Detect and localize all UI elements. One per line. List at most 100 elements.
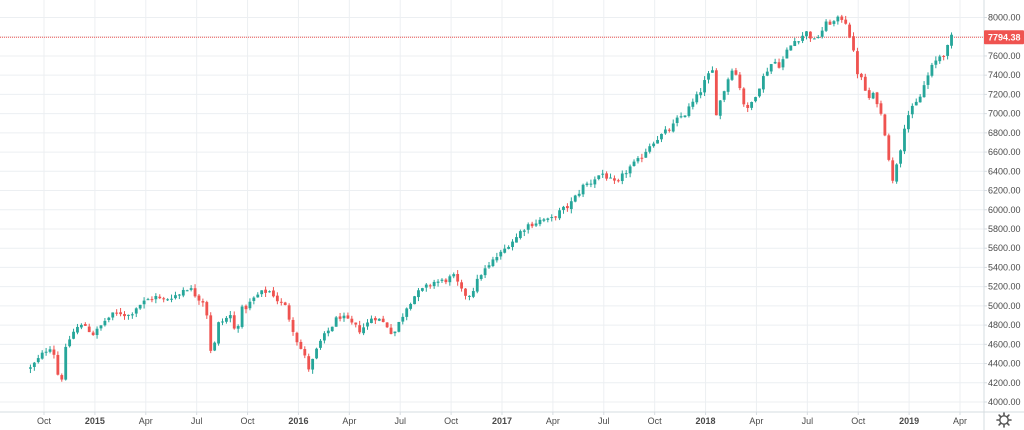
candle-body (503, 248, 507, 253)
candle-body (593, 179, 597, 185)
candle-body (542, 219, 546, 221)
candle-body (946, 44, 950, 56)
candle-body (816, 37, 820, 39)
candle-body (72, 331, 75, 339)
candle-body (569, 201, 573, 210)
candle-body (127, 314, 130, 316)
candle-body (789, 45, 793, 51)
candle-body (68, 339, 72, 347)
candle-body (413, 296, 416, 305)
candle-body (805, 31, 808, 37)
candle-body (773, 61, 777, 64)
grid (0, 0, 984, 412)
candle-body (942, 55, 946, 57)
candle-body (554, 216, 558, 218)
time-axis-label: Jul (191, 416, 203, 426)
candle-body (636, 158, 640, 162)
candle-body (322, 333, 326, 341)
candles (29, 14, 953, 382)
candle-body (479, 275, 483, 280)
candle-body (209, 315, 213, 351)
last-price-tag: 7794.38 (984, 30, 1024, 45)
candle-body (232, 315, 236, 329)
candle-body (252, 297, 256, 301)
candle-body (358, 325, 362, 333)
candle-body (832, 21, 836, 24)
candle-body (420, 288, 424, 291)
candle-body (381, 318, 385, 323)
candle-body (640, 157, 644, 159)
candle-body (758, 88, 761, 97)
candle-body (491, 259, 495, 267)
price-axis-labels: 4000.00 4200.00 4400.00 4600.00 4800.00 5000.… (984, 13, 1021, 407)
price-axis-label: 7600.00 (988, 51, 1021, 61)
candle-body (914, 101, 918, 106)
candle-body (205, 302, 209, 316)
candle-body (742, 88, 746, 105)
candle-body (228, 315, 232, 319)
candle-body (268, 291, 271, 293)
candle-body (99, 325, 103, 329)
price-axis-label: 4600.00 (988, 339, 1021, 349)
candle-body (573, 195, 577, 202)
price-axis-label: 6800.00 (988, 128, 1021, 138)
time-axis-labels: Oct 2015 Apr Jul Oct 2016 Apr Jul Oct 2017 Apr Jul O… (37, 412, 967, 426)
candle-body (326, 330, 330, 334)
candle-body (350, 318, 354, 323)
candle-body (781, 59, 785, 68)
candle-body (534, 223, 538, 226)
candle-body (711, 70, 714, 73)
candle-body (154, 296, 158, 300)
candle-body (111, 312, 115, 318)
candle-body (597, 175, 601, 179)
last-price-value: 7794.38 (988, 32, 1021, 42)
candle-body (440, 279, 444, 281)
candle-body (213, 342, 217, 351)
candle-body (687, 106, 691, 116)
candle-body (562, 206, 565, 211)
candle-body (585, 183, 589, 185)
price-axis-label: 4800.00 (988, 320, 1021, 330)
candle-body (895, 164, 899, 182)
candle-body (319, 340, 322, 348)
candle-body (279, 301, 283, 303)
candle-body (44, 351, 48, 353)
candle-body (589, 183, 593, 185)
candle-body (389, 327, 393, 334)
candle-body (671, 123, 675, 132)
candle-body (366, 322, 369, 327)
candle-body (691, 101, 695, 107)
candle-body (36, 358, 40, 363)
candle-body (930, 64, 934, 76)
candle-body (628, 166, 632, 174)
candle-body (217, 322, 220, 344)
candle-body (64, 346, 68, 380)
candle-body (221, 321, 224, 323)
settings-gear-icon[interactable] (996, 412, 1012, 428)
candle-body (695, 94, 699, 103)
candle-body (793, 41, 797, 47)
candle-body (620, 173, 624, 182)
candle-body (432, 281, 436, 287)
candle-body (295, 332, 299, 343)
candle-body (291, 319, 295, 332)
candle-body (385, 322, 389, 328)
price-axis-label: 6600.00 (988, 147, 1021, 157)
candle-body (260, 290, 264, 295)
candle-body (859, 73, 863, 78)
candle-body (428, 285, 432, 287)
candle-body (891, 160, 895, 181)
candle-body (918, 96, 922, 103)
candle-body (362, 327, 366, 334)
candle-body (616, 180, 620, 182)
candle-body (718, 100, 722, 116)
candle-body (867, 90, 871, 99)
candle-body (511, 241, 514, 248)
candle-body (726, 79, 730, 92)
price-axis-label: 4000.00 (988, 397, 1021, 407)
candle-body (405, 308, 409, 317)
time-axis-label: 2018 (696, 416, 716, 426)
time-axis-label: Apr (749, 416, 763, 426)
candle-body (377, 318, 381, 321)
candle-body (871, 92, 875, 99)
